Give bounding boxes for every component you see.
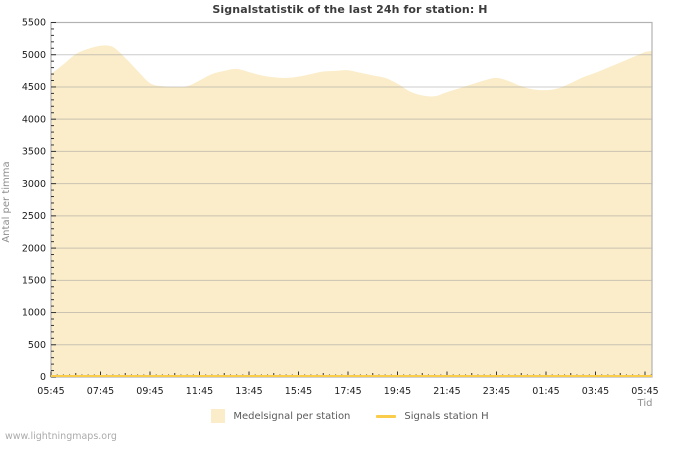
legend-item-medelsignal: Medelsignal per station (211, 409, 350, 423)
x-tick-label: 01:45 (532, 386, 559, 397)
y-tick-label: 3500 (22, 147, 46, 158)
x-tick-label: 05:45 (37, 386, 64, 397)
y-axis: 0 500 1000 1500 2000 2500 3000 3500 4000 4500 5000… (22, 18, 56, 383)
y-tick-label: 1500 (22, 276, 46, 287)
x-tick-label: 11:45 (186, 386, 213, 397)
watermark: www.lightningmaps.org (5, 431, 117, 442)
y-gridlines (51, 54, 652, 346)
x-tick-label: 09:45 (136, 386, 163, 397)
y-tick-label: 5000 (22, 50, 46, 61)
legend-label-medelsignal: Medelsignal per station (233, 410, 351, 422)
y-tick-label: 3000 (22, 179, 46, 190)
area-swatch-icon (211, 409, 226, 423)
y-tick-label: 500 (28, 340, 46, 351)
y-tick-label: 2000 (22, 243, 46, 254)
y-tick-label: 0 (40, 372, 46, 383)
x-tick-label: 19:45 (384, 386, 411, 397)
area-series-medelsignal (51, 45, 652, 378)
legend-item-station-h: Signals station H (376, 410, 489, 422)
y-tick-label: 2500 (22, 211, 46, 222)
x-tick-label: 13:45 (235, 386, 262, 397)
x-tick-label: 07:45 (87, 386, 114, 397)
line-swatch-icon (376, 414, 397, 418)
chart-legend: Medelsignal per station Signals station … (0, 409, 700, 423)
x-tick-label: 03:45 (582, 386, 609, 397)
x-tick-label: 05:45 (631, 386, 658, 397)
y-tick-label: 4000 (22, 114, 46, 125)
y-tick-label: 1000 (22, 308, 46, 319)
y-tick-label: 4500 (22, 82, 46, 93)
chart-title: Signalstatistik of the last 24h for stat… (212, 3, 488, 16)
x-tick-label: 17:45 (334, 386, 361, 397)
x-tick-label: 21:45 (433, 386, 460, 397)
x-axis-title: Tid (637, 398, 653, 409)
legend-label-station-h: Signals station H (404, 410, 489, 422)
y-tick-label: 5500 (22, 18, 46, 29)
x-tick-label: 15:45 (285, 386, 312, 397)
x-tick-label: 23:45 (483, 386, 510, 397)
